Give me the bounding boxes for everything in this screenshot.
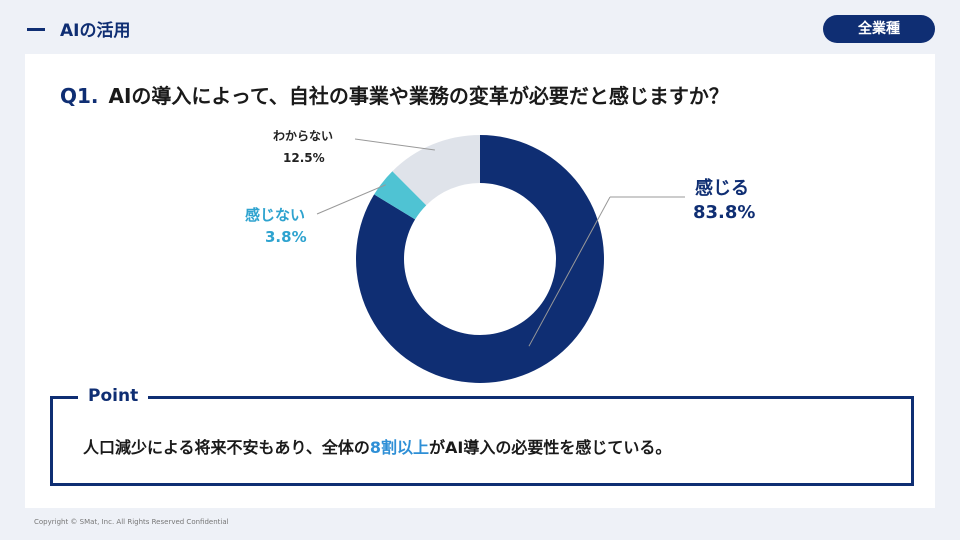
question-heading: Q1. AIの導入によって、自社の事業や業務の変革が必要だと感じますか？ [60, 80, 729, 109]
donut-chart [316, 135, 685, 383]
slice-not-feel [374, 171, 427, 220]
slice-label-unsure: わからない [273, 129, 334, 143]
slice-value-unsure: 12.5% [283, 151, 325, 165]
header-dash [27, 28, 45, 31]
leader-line-unsure [354, 138, 435, 151]
content-card: Q1. AIの導入によって、自社の事業や業務の変革が必要だと感じますか？ わからな… [25, 54, 935, 508]
donut-slices [355, 135, 604, 383]
section-title: AIの活用 [60, 21, 131, 41]
slice-value-no: 3.8% [265, 228, 307, 246]
slice-value-yes: 83.8% [693, 202, 756, 223]
point-box: Point 人口減少による将来不安もあり、全体の8割以上がAI導入の必要性を感じ… [50, 383, 914, 486]
header-bar: AIの活用 全業種 [0, 0, 960, 52]
question-text: AIの導入によって、自社の事業や業務の変革が必要だと感じますか？ [108, 84, 729, 108]
point-text: 人口減少による将来不安もあり、全体の8割以上がAI導入の必要性を感じている。 [83, 434, 671, 458]
leader-line-yes [528, 196, 611, 347]
slice-label-no: 感じない [245, 206, 306, 224]
leader-line-no [316, 184, 386, 215]
copyright-text: Copyright © SMat, Inc. All Rights Reserv… [34, 518, 229, 526]
slice-unsure [392, 135, 480, 206]
point-text-highlight: 8割以上 [369, 438, 430, 457]
slice-label-yes: 感じる [695, 178, 749, 199]
point-text-after: がAI導入の必要性を感じている。 [429, 438, 672, 457]
slice-feel [355, 135, 604, 383]
leader-lines [316, 138, 685, 347]
segment-badge: 全業種 [823, 15, 935, 43]
point-text-before: 人口減少による将来不安もあり、全体の [83, 438, 370, 457]
point-label: Point [78, 383, 149, 409]
question-number: Q1. [60, 84, 99, 108]
